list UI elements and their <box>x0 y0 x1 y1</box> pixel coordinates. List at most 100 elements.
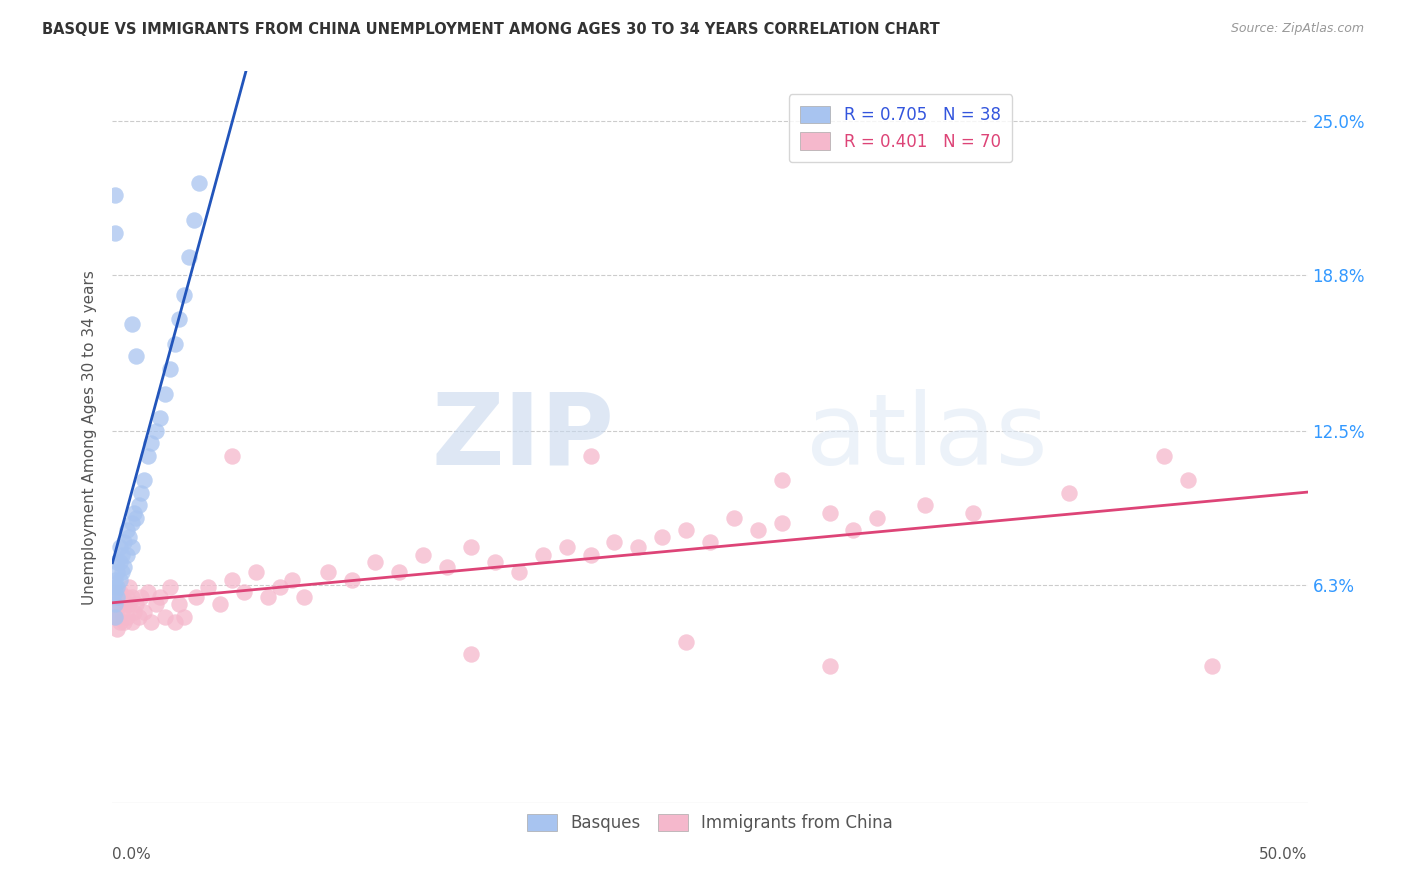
Point <box>118 598 141 612</box>
Point <box>104 188 127 202</box>
Point <box>197 580 219 594</box>
Point <box>436 560 458 574</box>
Point <box>108 541 131 555</box>
Point <box>104 610 127 624</box>
Point <box>129 590 152 604</box>
Point <box>104 598 127 612</box>
Point <box>233 585 256 599</box>
Text: 0.0%: 0.0% <box>112 847 152 863</box>
Point <box>115 610 138 624</box>
Point <box>159 362 181 376</box>
Point <box>723 510 745 524</box>
Point <box>108 573 131 587</box>
Point <box>484 555 506 569</box>
Point <box>173 287 195 301</box>
Point <box>121 516 143 530</box>
Point <box>770 516 793 530</box>
Point <box>1177 474 1199 488</box>
Point <box>163 337 186 351</box>
Point <box>105 590 128 604</box>
Point <box>221 449 243 463</box>
Point <box>340 573 363 587</box>
Text: BASQUE VS IMMIGRANTS FROM CHINA UNEMPLOYMENT AMONG AGES 30 TO 34 YEARS CORRELATI: BASQUE VS IMMIGRANTS FROM CHINA UNEMPLOY… <box>42 22 941 37</box>
Point <box>962 506 984 520</box>
Point <box>555 541 578 555</box>
Point <box>770 474 793 488</box>
Point <box>104 580 127 594</box>
Point <box>747 523 769 537</box>
Point <box>139 436 162 450</box>
Point <box>914 498 936 512</box>
Point <box>460 647 482 661</box>
Point <box>121 615 143 629</box>
Point <box>169 598 191 612</box>
Point <box>388 565 411 579</box>
Point <box>125 510 148 524</box>
Point <box>122 605 145 619</box>
Point <box>364 555 387 569</box>
Point <box>209 598 232 612</box>
Point <box>104 598 127 612</box>
Point <box>114 535 135 549</box>
Point <box>149 590 172 604</box>
Point <box>111 590 134 604</box>
Point <box>460 541 482 555</box>
Point <box>104 226 127 240</box>
Point <box>128 610 150 624</box>
Point <box>1057 486 1080 500</box>
Point <box>269 580 291 594</box>
Point <box>818 659 841 673</box>
Point <box>138 449 160 463</box>
Point <box>183 213 205 227</box>
Point <box>108 555 131 569</box>
Point <box>118 531 141 545</box>
Point <box>125 350 148 364</box>
Point <box>579 449 602 463</box>
Point <box>105 590 128 604</box>
Point <box>111 565 134 579</box>
Point <box>508 565 530 579</box>
Point <box>292 590 315 604</box>
Point <box>699 535 721 549</box>
Point <box>169 312 191 326</box>
Point <box>105 580 128 594</box>
Point <box>245 565 267 579</box>
Point <box>104 585 127 599</box>
Point <box>866 510 889 524</box>
Text: Source: ZipAtlas.com: Source: ZipAtlas.com <box>1230 22 1364 36</box>
Text: ZIP: ZIP <box>432 389 614 485</box>
Point <box>108 615 131 629</box>
Point <box>114 560 135 574</box>
Point <box>104 610 127 624</box>
Point <box>1201 659 1223 673</box>
Y-axis label: Unemployment Among Ages 30 to 34 years: Unemployment Among Ages 30 to 34 years <box>82 269 97 605</box>
Point <box>114 615 135 629</box>
Point <box>125 598 148 612</box>
Point <box>121 541 143 555</box>
Point <box>114 598 135 612</box>
Point <box>531 548 554 562</box>
Legend: Basques, Immigrants from China: Basques, Immigrants from China <box>520 807 900 838</box>
Point <box>173 610 195 624</box>
Point <box>316 565 339 579</box>
Point <box>105 610 128 624</box>
Point <box>627 541 650 555</box>
Point <box>111 605 134 619</box>
Point <box>104 573 127 587</box>
Point <box>105 565 128 579</box>
Point <box>121 590 143 604</box>
Point <box>122 506 145 520</box>
Point <box>818 506 841 520</box>
Point <box>115 523 138 537</box>
Point <box>412 548 434 562</box>
Point <box>281 573 304 587</box>
Point <box>603 535 626 549</box>
Point <box>1153 449 1175 463</box>
Point <box>257 590 280 604</box>
Point <box>111 548 134 562</box>
Point <box>186 590 208 604</box>
Point <box>221 573 243 587</box>
Point <box>153 386 176 401</box>
Text: 50.0%: 50.0% <box>1260 847 1308 863</box>
Point <box>187 176 209 190</box>
